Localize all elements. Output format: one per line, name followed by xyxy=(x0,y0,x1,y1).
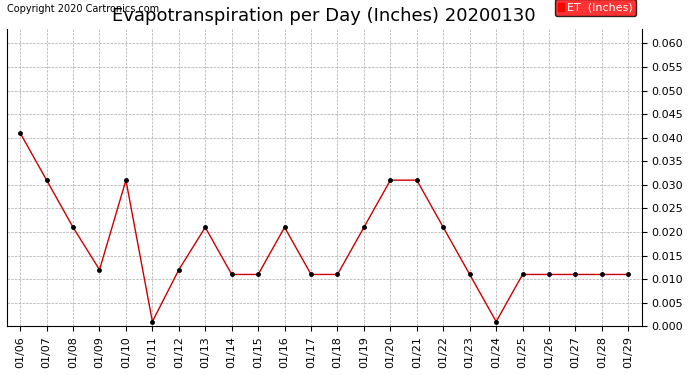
Legend: ET  (Inches): ET (Inches) xyxy=(555,0,636,16)
Title: Evapotranspiration per Day (Inches) 20200130: Evapotranspiration per Day (Inches) 2020… xyxy=(112,7,536,25)
Text: Copyright 2020 Cartronics.com: Copyright 2020 Cartronics.com xyxy=(7,4,159,14)
